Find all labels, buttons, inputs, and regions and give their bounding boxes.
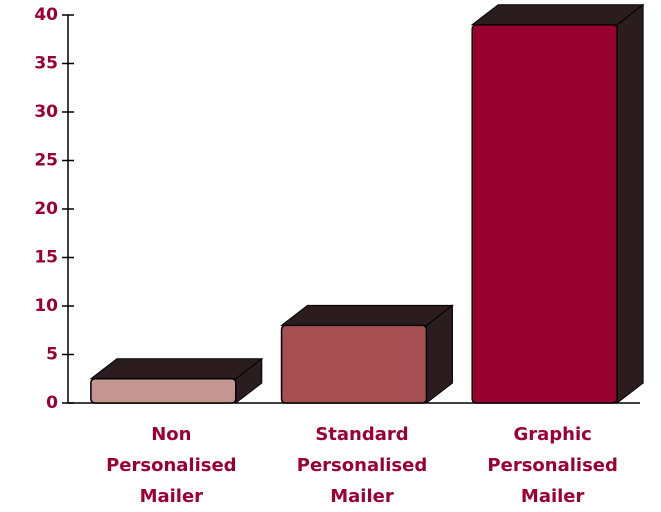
y-tick-label: 25 bbox=[34, 151, 58, 171]
y-tick-label: 0 bbox=[46, 393, 58, 413]
x-tick-label: Graphic Personalised Mailer bbox=[487, 424, 618, 507]
bar-top bbox=[470, 4, 645, 26]
bar-side bbox=[616, 3, 644, 405]
y-tick-label: 40 bbox=[34, 5, 58, 25]
x-tick-label: Non Personalised Mailer bbox=[106, 424, 237, 507]
bar-top bbox=[280, 304, 454, 326]
y-tick-label: 35 bbox=[34, 54, 58, 74]
y-tick-label: 20 bbox=[34, 199, 58, 219]
y-tick-label: 5 bbox=[46, 345, 58, 365]
bar-top bbox=[89, 358, 264, 380]
x-tick-label: Standard Personalised Mailer bbox=[296, 424, 428, 507]
bar bbox=[90, 378, 237, 404]
y-tick-label: 10 bbox=[34, 296, 58, 316]
bar bbox=[471, 23, 618, 404]
y-tick-label: 30 bbox=[34, 102, 58, 122]
y-tick-label: 15 bbox=[34, 248, 58, 268]
bar bbox=[280, 324, 428, 404]
